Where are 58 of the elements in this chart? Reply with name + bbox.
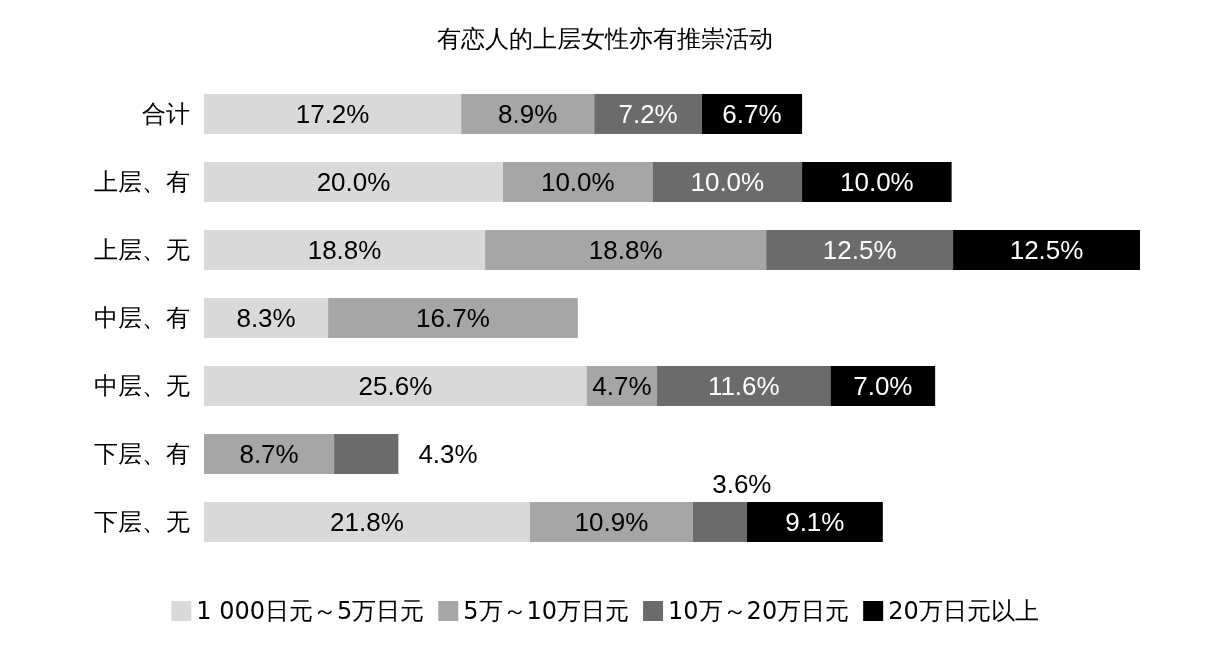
y-tick-label: 上层、无 bbox=[94, 236, 190, 264]
bar bbox=[334, 434, 399, 474]
bar bbox=[485, 230, 767, 270]
chart-title: 有恋人的上层女性亦有推崇活动 bbox=[437, 25, 773, 53]
data-label: 10.0% bbox=[839, 167, 914, 197]
bar bbox=[594, 94, 702, 134]
bar bbox=[746, 502, 883, 542]
bar bbox=[692, 502, 747, 542]
y-tick-label: 中层、无 bbox=[94, 372, 190, 400]
data-label: 16.7% bbox=[416, 303, 490, 333]
data-label: 11.6% bbox=[707, 371, 780, 401]
data-label: 10.9% bbox=[574, 507, 649, 537]
bar bbox=[461, 94, 595, 134]
bar bbox=[204, 434, 335, 474]
bar bbox=[802, 162, 952, 202]
data-label: 12.5% bbox=[822, 235, 897, 265]
legend-label: 20万日元以上 bbox=[888, 597, 1039, 625]
bar bbox=[204, 502, 530, 542]
y-tick-label: 合计 bbox=[142, 100, 190, 128]
data-label: 18.8% bbox=[588, 235, 663, 265]
bar bbox=[204, 366, 587, 406]
data-label: 6.7% bbox=[722, 99, 782, 129]
bar bbox=[657, 366, 831, 406]
data-label: 12.5% bbox=[1009, 235, 1084, 265]
bar bbox=[529, 502, 693, 542]
bar bbox=[766, 230, 954, 270]
data-label: 21.8% bbox=[330, 507, 404, 537]
y-tick-label: 下层、无 bbox=[94, 508, 190, 536]
data-label: 4.7% bbox=[592, 371, 652, 401]
bar bbox=[204, 162, 504, 202]
bar bbox=[830, 366, 936, 406]
data-label: 9.1% bbox=[785, 507, 845, 537]
data-label: 3.6% bbox=[712, 469, 772, 499]
data-label: 20.0% bbox=[316, 167, 391, 197]
bar bbox=[652, 162, 803, 202]
data-label: 10.0% bbox=[690, 167, 765, 197]
y-tick-label: 中层、有 bbox=[94, 304, 190, 332]
data-label: 18.8% bbox=[307, 235, 382, 265]
data-label: 7.0% bbox=[853, 371, 913, 401]
data-label: 4.3% bbox=[418, 439, 478, 469]
data-label: 8.3% bbox=[236, 303, 296, 333]
bar bbox=[204, 94, 462, 134]
legend-label: 10万～20万日元 bbox=[668, 597, 850, 625]
data-label: 8.7% bbox=[239, 439, 299, 469]
data-label: 25.6% bbox=[358, 371, 433, 401]
bar bbox=[204, 298, 329, 338]
bar bbox=[328, 298, 578, 338]
y-tick-label: 上层、有 bbox=[94, 168, 190, 196]
bar bbox=[953, 230, 1140, 270]
data-label: 7.2% bbox=[618, 99, 678, 129]
y-tick-label: 下层、有 bbox=[94, 440, 190, 468]
legend-label: 5万～10万日元 bbox=[463, 597, 630, 625]
bar bbox=[204, 230, 486, 270]
data-label: 17.2% bbox=[295, 99, 370, 129]
legend-label: 1 000日元～5万日元 bbox=[196, 597, 425, 625]
bar bbox=[503, 162, 653, 202]
data-label: 8.9% bbox=[498, 99, 558, 129]
data-label: 10.0% bbox=[540, 167, 615, 197]
